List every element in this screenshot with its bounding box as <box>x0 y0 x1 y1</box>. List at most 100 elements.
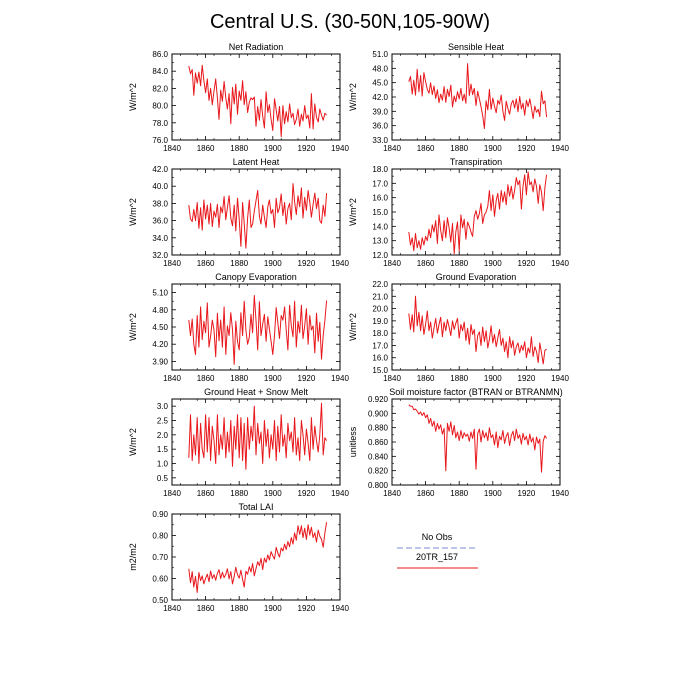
x-tick-label: 1880 <box>230 259 248 268</box>
y-tick-label: 1.0 <box>157 460 169 469</box>
y-tick-label: 84.0 <box>152 67 168 76</box>
x-tick-label: 1860 <box>417 259 435 268</box>
x-tick-label: 1920 <box>298 489 316 498</box>
y-tick-label: 4.80 <box>152 306 168 315</box>
x-tick-label: 1840 <box>163 604 181 613</box>
series-line-20tr-157 <box>408 404 548 473</box>
y-tick-label: 82.0 <box>152 84 168 93</box>
x-tick-label: 1920 <box>298 374 316 383</box>
panel-title: Net Radiation <box>229 42 284 52</box>
x-tick-label: 1900 <box>264 259 282 268</box>
x-tick-label: 1920 <box>518 144 536 153</box>
y-axis-label: W/m^2 <box>128 428 138 456</box>
y-axis-label: W/m^2 <box>348 83 358 111</box>
y-tick-label: 0.80 <box>152 532 168 541</box>
x-tick-label: 1940 <box>551 489 569 498</box>
y-tick-label: 21.0 <box>372 292 388 301</box>
series-line-20tr-157 <box>408 63 548 129</box>
x-tick-label: 1860 <box>197 604 215 613</box>
x-tick-label: 1880 <box>450 374 468 383</box>
y-tick-label: 76.0 <box>152 136 168 145</box>
x-tick-label: 1860 <box>197 374 215 383</box>
x-tick-label: 1900 <box>264 374 282 383</box>
x-tick-label: 1900 <box>484 144 502 153</box>
y-tick-label: 3.0 <box>157 402 169 411</box>
y-tick-label: 0.70 <box>152 553 168 562</box>
y-axis-label: W/m^2 <box>128 313 138 341</box>
panel-title: Transpiration <box>450 157 502 167</box>
y-tick-label: 4.50 <box>152 323 168 332</box>
panel-total-lai: Total LAI m2/m2 1840 1860 1880 1900 1920 1940 0.… <box>128 502 349 613</box>
x-tick-label: 1860 <box>417 144 435 153</box>
plot-frame <box>171 53 341 141</box>
x-tick-label: 1940 <box>331 144 349 153</box>
x-tick-label: 1840 <box>163 374 181 383</box>
x-tick-label: 1840 <box>383 489 401 498</box>
x-tick-label: 1900 <box>264 604 282 613</box>
y-tick-label: 45.0 <box>372 79 388 88</box>
y-tick-label: 12.0 <box>372 251 388 260</box>
x-tick-label: 1860 <box>197 144 215 153</box>
series-line-20tr-157 <box>408 295 547 365</box>
panel-title: Soil moisture factor (BTRAN or BTRANMN) <box>389 387 563 397</box>
x-tick-label: 1840 <box>383 144 401 153</box>
panel-title: Canopy Evaporation <box>215 272 297 282</box>
y-axis-label: W/m^2 <box>128 198 138 226</box>
y-axis-label: m2/m2 <box>128 543 138 571</box>
x-tick-label: 1840 <box>383 374 401 383</box>
y-tick-label: 4.20 <box>152 340 168 349</box>
panel-latent-heat: Latent Heat W/m^2 1840 1860 1880 1900 1920 1940… <box>128 157 349 268</box>
y-tick-label: 14.0 <box>372 222 388 231</box>
y-tick-label: 34.0 <box>152 234 168 243</box>
y-tick-label: 0.820 <box>368 467 389 476</box>
y-tick-label: 16.0 <box>372 354 388 363</box>
x-tick-label: 1900 <box>484 489 502 498</box>
y-tick-label: 40.0 <box>152 182 168 191</box>
y-tick-label: 15.0 <box>372 208 388 217</box>
panel-ground-heat-snow-melt: Ground Heat + Snow Melt W/m^2 1840 1860 1880… <box>128 387 349 498</box>
series-line-20tr-157 <box>188 64 327 138</box>
x-tick-label: 1940 <box>331 604 349 613</box>
x-tick-label: 1880 <box>230 489 248 498</box>
x-tick-label: 1880 <box>450 489 468 498</box>
y-tick-label: 86.0 <box>152 50 168 59</box>
panel-ground-evaporation: Ground Evaporation W/m^2 1840 1860 1880 1900 1… <box>348 272 569 383</box>
x-tick-label: 1840 <box>383 259 401 268</box>
y-tick-label: 36.0 <box>152 217 168 226</box>
x-tick-label: 1880 <box>450 144 468 153</box>
x-tick-label: 1900 <box>264 489 282 498</box>
y-tick-label: 0.60 <box>152 575 168 584</box>
x-tick-label: 1940 <box>331 374 349 383</box>
plot-frame <box>391 53 561 141</box>
x-tick-label: 1900 <box>484 259 502 268</box>
y-tick-label: 0.50 <box>152 596 168 605</box>
legend-label-no-obs: No Obs <box>422 532 453 542</box>
y-tick-label: 32.0 <box>152 251 168 260</box>
y-axis-label: W/m^2 <box>128 83 138 111</box>
panel-title: Sensible Heat <box>448 42 505 52</box>
x-tick-label: 1940 <box>331 259 349 268</box>
series-line-20tr-157 <box>188 183 328 249</box>
y-tick-label: 0.90 <box>152 510 168 519</box>
x-tick-label: 1860 <box>417 489 435 498</box>
plot-frame <box>171 168 341 256</box>
y-tick-label: 78.0 <box>152 119 168 128</box>
series-line-20tr-157 <box>188 522 328 593</box>
x-tick-label: 1860 <box>417 374 435 383</box>
x-tick-label: 1940 <box>551 259 569 268</box>
x-tick-label: 1900 <box>484 374 502 383</box>
series-line-20tr-157 <box>188 402 328 470</box>
y-tick-label: 17.0 <box>372 341 388 350</box>
y-tick-label: 3.90 <box>152 357 168 366</box>
x-tick-label: 1860 <box>197 259 215 268</box>
x-tick-label: 1940 <box>331 489 349 498</box>
y-tick-label: 0.880 <box>368 424 389 433</box>
y-tick-label: 0.840 <box>368 452 389 461</box>
plot-frame <box>391 283 561 371</box>
x-tick-label: 1920 <box>298 604 316 613</box>
x-tick-label: 1840 <box>163 259 181 268</box>
x-tick-label: 1900 <box>264 144 282 153</box>
x-tick-label: 1940 <box>551 144 569 153</box>
panel-title: Ground Heat + Snow Melt <box>204 387 308 397</box>
x-tick-label: 1920 <box>298 259 316 268</box>
